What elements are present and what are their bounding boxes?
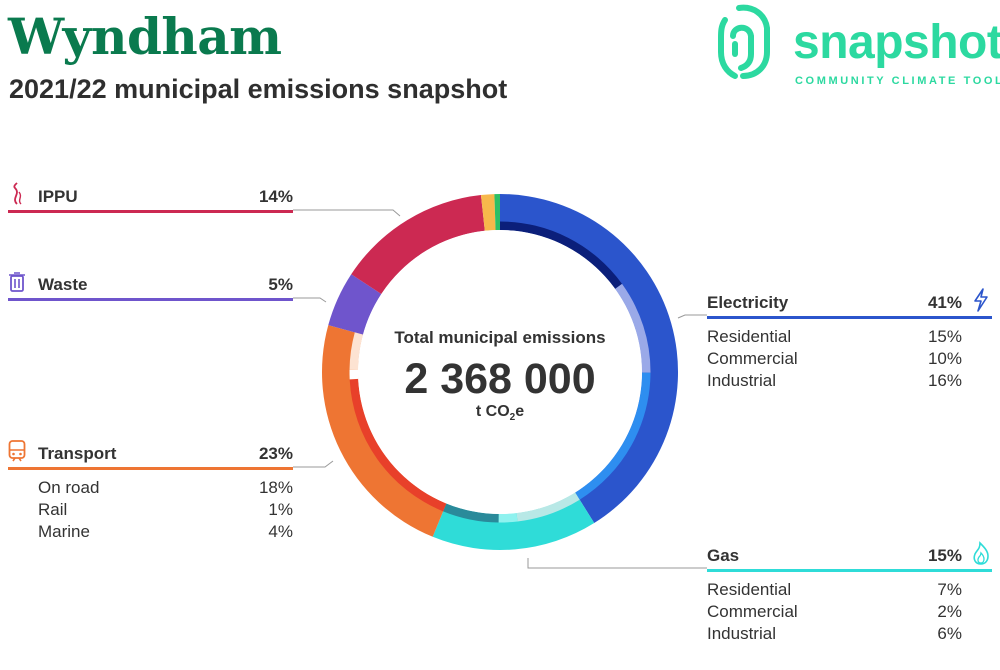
electricity-sub-row: Commercial 10% bbox=[707, 348, 962, 370]
category-transport-rule bbox=[8, 467, 293, 470]
sub-name: Industrial bbox=[707, 624, 776, 643]
gas-subcategories: Residential 7% Commercial 2% Industrial 6% bbox=[707, 579, 962, 645]
train-icon bbox=[8, 440, 26, 462]
category-gas-name: Gas bbox=[707, 546, 740, 565]
category-waste: Waste 5% bbox=[8, 272, 293, 302]
category-electricity-pct: 41% bbox=[927, 293, 962, 312]
donut-segment-other-6 bbox=[494, 194, 500, 231]
donut-segment-other-5 bbox=[480, 194, 496, 231]
sub-name: On road bbox=[38, 478, 100, 497]
electricity-sub-row: Residential 15% bbox=[707, 326, 962, 348]
trash-bin-icon bbox=[9, 272, 25, 292]
sub-pct: 15% bbox=[927, 327, 962, 346]
sub-pct: 2% bbox=[937, 602, 962, 621]
transport-subcategories: On road 18% Rail 1% Marine 4% bbox=[38, 477, 293, 543]
logo-tagline: COMMUNITY CLIMATE TOOL bbox=[795, 75, 1000, 87]
total-label: Total municipal emissions bbox=[394, 328, 606, 347]
donut-subsegment-electricity-industrial bbox=[575, 372, 651, 500]
smokestack-icon bbox=[13, 182, 22, 205]
sub-name: Commercial bbox=[707, 349, 798, 368]
sub-name: Residential bbox=[707, 327, 792, 346]
sub-pct: 10% bbox=[927, 349, 962, 368]
sub-pct: 1% bbox=[268, 500, 293, 519]
logo-wordmark: snapshot bbox=[793, 16, 1000, 69]
donut-subsegment-gas-industrial bbox=[443, 503, 499, 523]
total-value: 2 368 000 bbox=[404, 355, 596, 403]
gas-leader-line bbox=[527, 558, 707, 569]
sub-name: Rail bbox=[38, 500, 68, 519]
sub-pct: 18% bbox=[258, 478, 293, 497]
category-transport: Transport 23% On road 18% Rail 1% Marine 4% bbox=[8, 440, 293, 543]
sub-name: Commercial bbox=[707, 602, 798, 621]
inner-ring bbox=[349, 221, 651, 523]
donut-segment-ippu bbox=[351, 195, 485, 295]
category-ippu-rule bbox=[8, 210, 293, 213]
electricity-subcategories: Residential 15% Commercial 10% Industrial 1… bbox=[707, 326, 962, 392]
page-subtitle: 2021/22 municipal emissions snapshot bbox=[9, 74, 508, 104]
category-waste-pct: 5% bbox=[268, 275, 293, 294]
donut-subsegment-transport-marine bbox=[349, 332, 363, 370]
category-electricity-name: Electricity bbox=[707, 293, 789, 312]
gas-sub-row: Residential 7% bbox=[707, 579, 962, 601]
flame-icon bbox=[973, 541, 989, 565]
ippu-leader-line bbox=[293, 209, 401, 217]
lightning-icon bbox=[974, 288, 988, 312]
donut-subsegment-gas-commercial bbox=[498, 513, 518, 523]
category-gas: Gas 15% Residential 7% Commercial 2% Indus… bbox=[707, 541, 992, 645]
donut-subsegment-electricity-commercial bbox=[615, 283, 651, 373]
sub-name: Industrial bbox=[707, 371, 776, 390]
electricity-sub-row: Industrial 16% bbox=[707, 370, 962, 392]
electricity-leader-line bbox=[677, 314, 707, 319]
sub-pct: 6% bbox=[937, 624, 962, 643]
sub-name: Residential bbox=[707, 580, 792, 599]
donut-subsegment-electricity-residential bbox=[500, 221, 623, 289]
category-transport-pct: 23% bbox=[258, 444, 293, 463]
sub-pct: 7% bbox=[937, 580, 962, 599]
donut-subsegment-transport-rail bbox=[349, 369, 359, 380]
fingerprint-icon bbox=[718, 4, 770, 79]
leader-lines bbox=[293, 209, 707, 569]
page-title: Wyndham bbox=[8, 7, 282, 66]
donut-segment-waste bbox=[328, 274, 382, 335]
transport-sub-row: On road 18% bbox=[38, 477, 293, 499]
category-electricity-rule bbox=[707, 316, 992, 319]
donut-subsegment-gas-residential bbox=[516, 492, 580, 522]
category-electricity: Electricity 41% Residential 15% Commercia… bbox=[707, 288, 992, 392]
transport-leader-line bbox=[293, 460, 334, 468]
sub-pct: 16% bbox=[927, 371, 962, 390]
category-ippu-name: IPPU bbox=[38, 187, 78, 206]
category-gas-rule bbox=[707, 569, 992, 572]
total-unit: t CO2e bbox=[475, 403, 525, 424]
donut-hole bbox=[358, 230, 642, 514]
sub-name: Marine bbox=[38, 522, 90, 541]
sub-pct: 4% bbox=[268, 522, 293, 541]
donut-subsegment-transport-on-road bbox=[349, 378, 447, 512]
category-gas-pct: 15% bbox=[927, 546, 962, 565]
category-waste-name: Waste bbox=[38, 275, 88, 294]
category-ippu: IPPU 14% bbox=[8, 182, 293, 214]
transport-sub-row: Marine 4% bbox=[38, 521, 293, 543]
category-waste-rule bbox=[8, 298, 293, 301]
category-ippu-pct: 14% bbox=[258, 187, 293, 206]
transport-sub-row: Rail 1% bbox=[38, 499, 293, 521]
waste-leader-line bbox=[293, 297, 327, 303]
category-transport-name: Transport bbox=[38, 444, 117, 463]
gas-sub-row: Commercial 2% bbox=[707, 601, 962, 623]
gas-sub-row: Industrial 6% bbox=[707, 623, 962, 645]
